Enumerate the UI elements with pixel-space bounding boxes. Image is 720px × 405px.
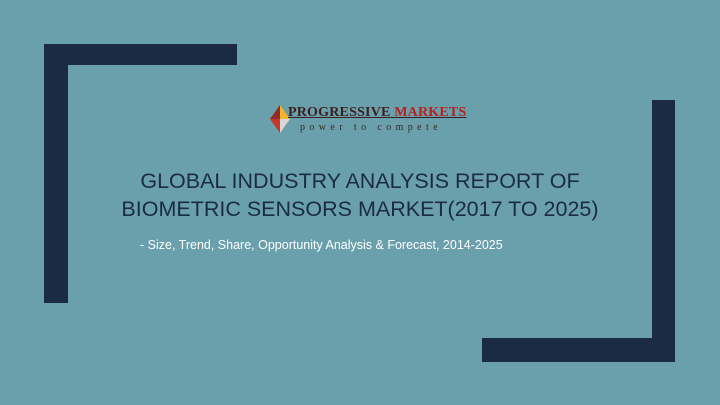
logo-name-part2: MARKETS [394,105,467,120]
bottom-right-bracket-horizontal [482,338,675,362]
logo-name: PROGRESSIVE MARKETS [288,105,466,121]
logo-diamond-icon [270,105,290,133]
logo-name-part1: PROGRESSIVE [288,105,391,120]
company-logo: PROGRESSIVE MARKETS power to compete [270,105,466,139]
slide-title-line1: GLOBAL INDUSTRY ANALYSIS REPORT OF [140,169,580,193]
top-left-bracket-horizontal [44,44,237,65]
slide-subtitle: - Size, Trend, Share, Opportunity Analys… [140,238,503,252]
logo-tagline: power to compete [300,122,443,133]
slide-title-line2: BIOMETRIC SENSORS MARKET(2017 TO 2025) [121,197,599,221]
slide-title: GLOBAL INDUSTRY ANALYSIS REPORT OF BIOME… [70,167,650,223]
bottom-right-bracket-vertical [652,100,675,362]
top-left-bracket-vertical [44,44,68,303]
